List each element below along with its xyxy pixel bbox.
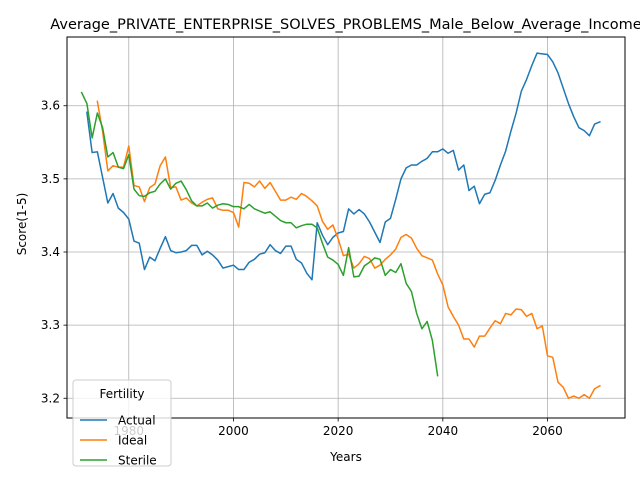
legend-entries: Actual Ideal Sterile bbox=[80, 414, 157, 468]
x-tick-label: 2000 bbox=[218, 424, 249, 438]
x-axis: 19802000202020402060 bbox=[113, 418, 563, 438]
x-tick-label: 2060 bbox=[532, 424, 563, 438]
chart-title: Average_PRIVATE_ENTERPRISE_SOLVES_PROBLE… bbox=[50, 17, 640, 33]
grid-lines bbox=[67, 37, 625, 418]
legend-title: Fertility bbox=[99, 387, 144, 401]
legend-box bbox=[72, 379, 172, 467]
series-line-sterile bbox=[80, 91, 439, 377]
y-tick-label: 3.5 bbox=[41, 172, 60, 186]
legend-label-actual: Actual bbox=[118, 414, 156, 428]
plot-area-frame bbox=[66, 36, 626, 419]
x-axis-label: Years bbox=[329, 450, 362, 464]
series-lines bbox=[80, 52, 601, 400]
y-tick-label: 3.2 bbox=[41, 391, 60, 405]
y-axis-label: Score(1-5) bbox=[15, 193, 29, 256]
y-axis: 3.2 3.3 3.4 3.5 3.6 bbox=[41, 99, 67, 405]
series-line-actual bbox=[86, 52, 601, 281]
series-line-ideal bbox=[96, 100, 601, 400]
legend-label-sterile: Sterile bbox=[118, 454, 157, 468]
legend-label-ideal: Ideal bbox=[118, 434, 147, 448]
y-tick-label: 3.3 bbox=[41, 318, 60, 332]
y-tick-label: 3.6 bbox=[41, 99, 60, 113]
x-tick-label: 2020 bbox=[323, 424, 354, 438]
y-tick-label: 3.4 bbox=[41, 245, 60, 259]
x-tick-label: 2040 bbox=[428, 424, 459, 438]
legend: Fertility Actual Ideal Sterile bbox=[72, 379, 172, 468]
